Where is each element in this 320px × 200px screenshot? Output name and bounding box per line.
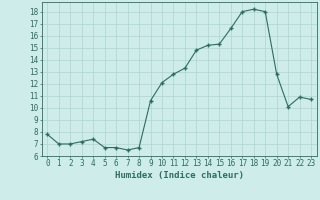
X-axis label: Humidex (Indice chaleur): Humidex (Indice chaleur) [115,171,244,180]
